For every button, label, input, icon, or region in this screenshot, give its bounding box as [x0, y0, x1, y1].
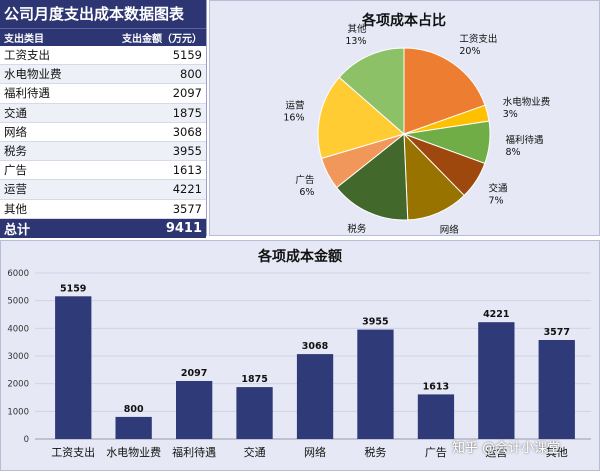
pie-label-category: 税务	[347, 223, 367, 235]
header-category: 支出类目	[4, 34, 44, 45]
pie-label-category: 水电物业费	[503, 96, 551, 108]
bar-4	[296, 354, 334, 439]
total-label: 总计	[4, 222, 31, 238]
bar-value-label: 3577	[544, 327, 570, 338]
pie-slice-0	[403, 47, 486, 135]
table-row: 税务 3955	[0, 141, 206, 162]
x-tick-label: 税务	[364, 445, 386, 459]
x-tick-label: 交通	[244, 445, 266, 459]
watermark: 知乎 @会计小课堂	[452, 441, 561, 456]
total-value: 9411	[165, 220, 202, 236]
bar-1	[115, 416, 152, 439]
table-body: 工资支出 5159 水电物业费 800 福利待遇 2097 交通 1875 网络 3068…	[0, 46, 206, 219]
row-value: 2097	[172, 86, 202, 101]
bar-value-label: 1875	[241, 374, 267, 385]
pie-label-percent: 6%	[299, 187, 314, 198]
y-tick-label: 4000	[7, 324, 29, 334]
bar-7	[478, 322, 515, 439]
pie-label-percent: 3%	[503, 109, 518, 120]
table-row: 工资支出 5159	[0, 46, 206, 66]
bar-3	[236, 387, 273, 439]
row-label: 运营	[4, 182, 27, 197]
row-value: 1613	[172, 163, 202, 178]
pie-label-category: 交通	[489, 183, 509, 195]
table-title: 公司月度支出成本数据图表	[0, 0, 206, 28]
bar-5	[357, 329, 394, 439]
table-header-row: 支出类目 支出金额（万元）	[0, 28, 206, 46]
row-value: 3577	[172, 201, 202, 216]
row-label: 福利待遇	[4, 86, 50, 101]
bar-2	[176, 381, 213, 439]
pie-label-category: 广告	[295, 174, 314, 186]
y-tick-label: 1000	[7, 407, 29, 417]
pie-label-category: 网络	[440, 224, 460, 235]
x-tick-label: 水电物业费	[106, 445, 161, 459]
row-value: 3068	[172, 124, 202, 139]
pie-label-category: 工资支出	[459, 33, 497, 45]
table-row: 交通 1875	[0, 103, 206, 123]
x-tick-label: 网络	[304, 445, 326, 459]
pie-chart-panel: 各项成本占比 工资支出20%水电物业费3%福利待遇8%交通7%网络12%税务15…	[209, 0, 600, 248]
x-tick-label: 运营	[485, 445, 507, 459]
pie-label-percent: 20%	[459, 46, 480, 57]
row-value: 800	[180, 67, 202, 82]
x-tick-label: 工资支出	[51, 445, 95, 459]
pie-label-percent: 7%	[489, 196, 504, 207]
row-value: 1875	[172, 105, 202, 120]
y-tick-label: 3000	[7, 352, 29, 362]
bar-6	[417, 394, 455, 439]
pie-slice-7	[317, 76, 406, 160]
table-row: 其他 3577	[0, 200, 206, 219]
pie-slice-5	[335, 132, 409, 221]
table-row: 运营 4221	[0, 180, 206, 200]
row-label: 工资支出	[4, 48, 50, 63]
pie-slice-4	[403, 132, 465, 221]
bar-value-label: 4221	[483, 309, 509, 320]
cost-data-table: 公司月度支出成本数据图表 支出类目 支出金额（万元） 工资支出 5159 水电物业…	[0, 0, 207, 238]
row-label: 广告	[4, 163, 27, 178]
y-tick-label: 0	[24, 435, 29, 445]
row-label: 其他	[4, 201, 27, 216]
row-value: 4221	[172, 182, 202, 197]
bar-value-label: 5159	[60, 283, 86, 294]
bar-value-label: 800	[124, 404, 144, 415]
pie-label-percent: 8%	[506, 147, 521, 158]
pie-label-category: 运营	[285, 100, 304, 112]
table-row: 福利待遇 2097	[0, 84, 206, 104]
bar-8	[538, 340, 575, 439]
pie-chart: 各项成本占比 工资支出20%水电物业费3%福利待遇8%交通7%网络12%税务15…	[283, 12, 551, 248]
bar-value-label: 3068	[302, 341, 329, 352]
bar-value-label: 2097	[181, 368, 207, 379]
row-value: 3955	[172, 144, 202, 159]
table-row: 水电物业费 800	[0, 65, 206, 85]
row-label: 税务	[4, 144, 27, 159]
table-row: 网络 3068	[0, 123, 206, 142]
bar-chart-title: 各项成本金额	[257, 248, 342, 265]
pie-label-category: 福利待遇	[506, 134, 545, 146]
pie-slice-8	[338, 47, 405, 136]
row-label: 网络	[4, 124, 27, 139]
pie-label-category: 其他	[347, 23, 367, 35]
pie-label-percent: 16%	[283, 113, 304, 124]
bar-value-label: 3955	[362, 317, 388, 328]
x-tick-label: 其他	[546, 446, 568, 459]
bar-chart: 各项成本金额 0 1000 2000 3000 4000 5000 6000 5159 工资支…	[7, 248, 591, 459]
header-amount: 支出金额（万元）	[122, 34, 202, 45]
y-tick-label: 2000	[7, 380, 29, 390]
x-tick-label: 福利待遇	[172, 445, 216, 459]
bar-0	[55, 296, 92, 439]
table-total-row: 总计 9411	[0, 218, 206, 238]
table-row: 广告 1613	[0, 161, 206, 181]
pie-label-percent: 13%	[345, 36, 366, 47]
y-tick-label: 5000	[7, 297, 29, 307]
row-value: 5159	[172, 48, 202, 63]
x-tick-label: 广告	[425, 446, 447, 459]
bar-value-label: 1613	[423, 381, 449, 392]
bar-chart-panel: 各项成本金额 0 1000 2000 3000 4000 5000 6000 5159 工资支…	[0, 240, 600, 471]
row-label: 交通	[4, 105, 27, 120]
row-label: 水电物业费	[4, 67, 62, 82]
y-tick-label: 6000	[7, 269, 29, 279]
pie-chart-title: 各项成本占比	[361, 12, 446, 29]
